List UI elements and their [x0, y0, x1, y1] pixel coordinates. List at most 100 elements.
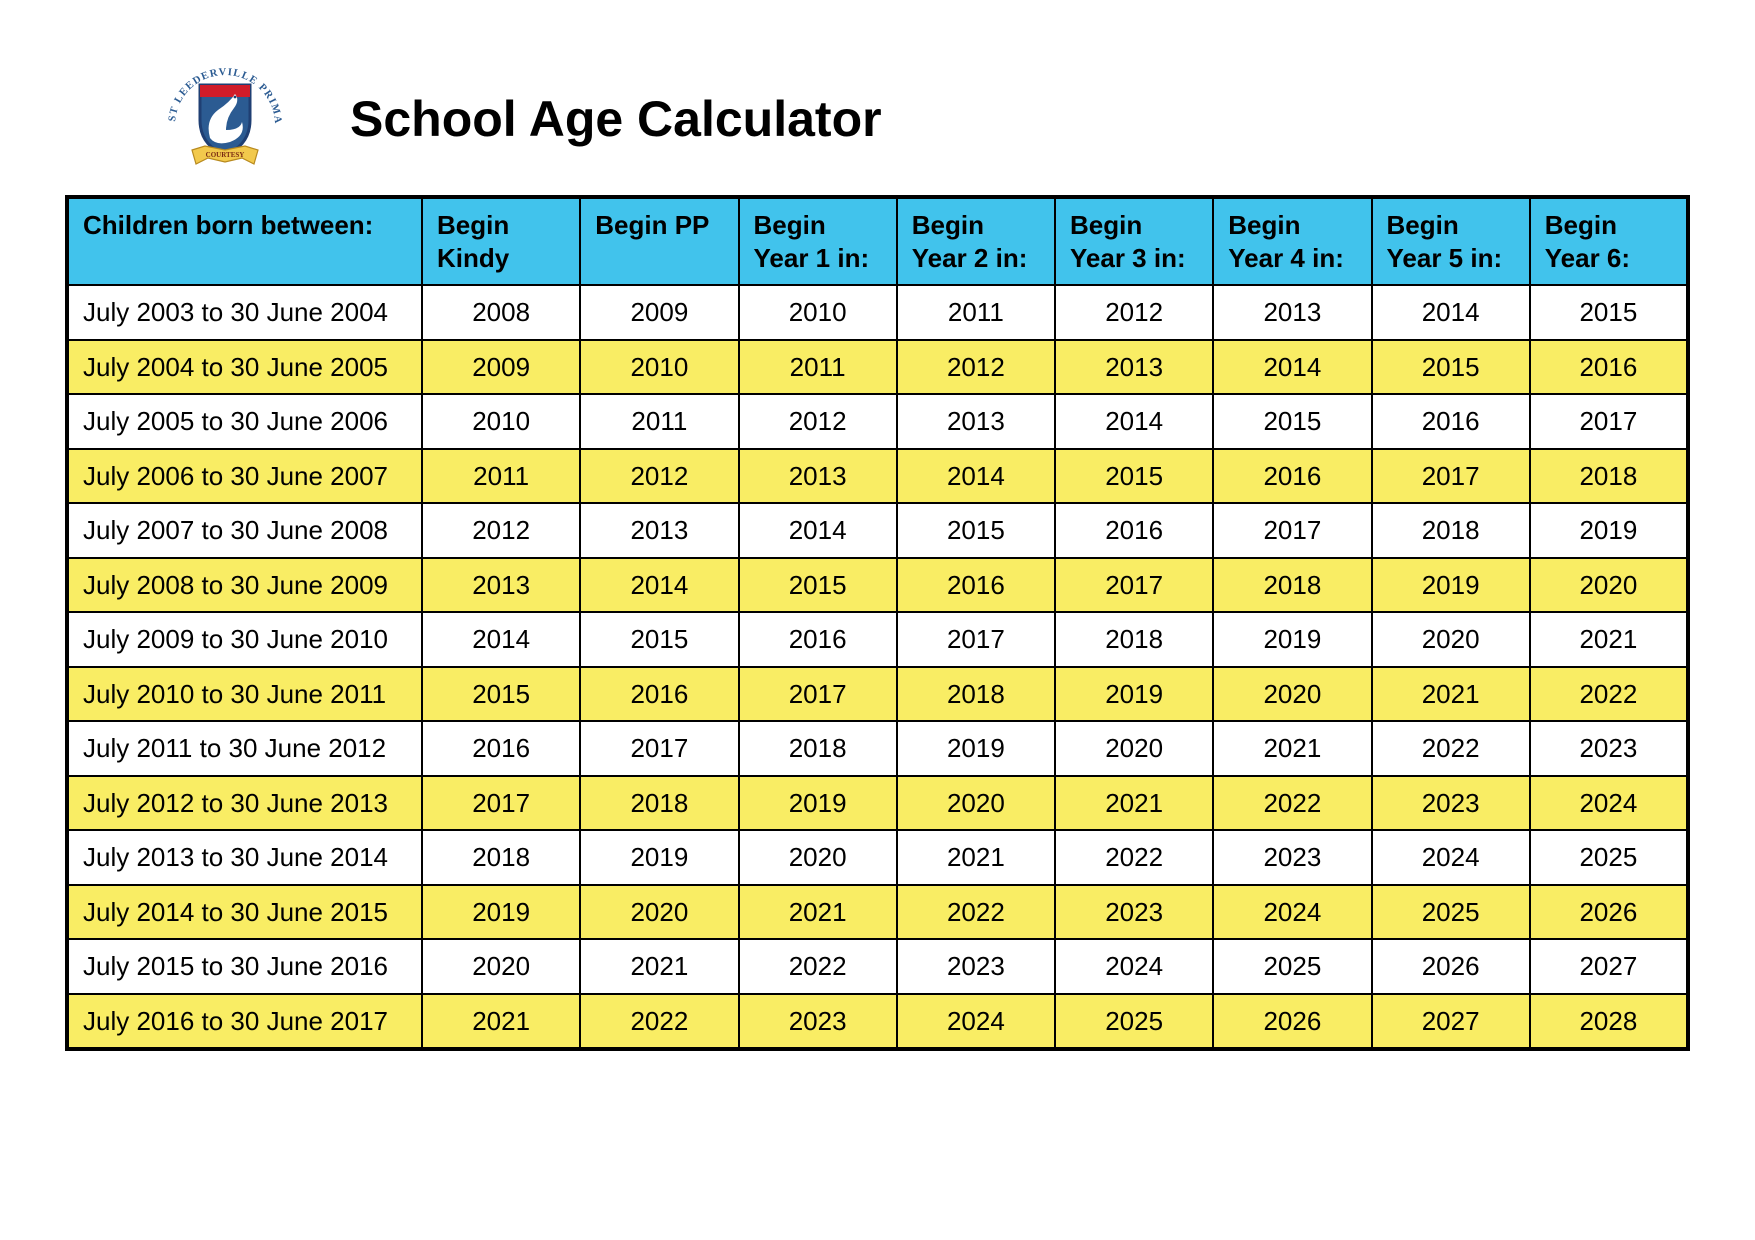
birth-range-cell: July 2013 to 30 June 2014: [67, 830, 422, 885]
year-cell: 2023: [1372, 776, 1530, 831]
year-cell: 2015: [739, 558, 897, 613]
year-cell: 2020: [422, 939, 580, 994]
year-cell: 2021: [1055, 776, 1213, 831]
year-cell: 2014: [422, 612, 580, 667]
year-cell: 2022: [897, 885, 1055, 940]
year-cell: 2025: [1213, 939, 1371, 994]
year-cell: 2027: [1372, 994, 1530, 1050]
year-cell: 2021: [1213, 721, 1371, 776]
year-cell: 2019: [897, 721, 1055, 776]
year-cell: 2019: [1055, 667, 1213, 722]
year-cell: 2018: [1530, 449, 1688, 504]
year-cell: 2012: [422, 503, 580, 558]
year-cell: 2016: [580, 667, 738, 722]
year-cell: 2012: [739, 394, 897, 449]
year-cell: 2019: [1213, 612, 1371, 667]
table-header: Children born between:Begin KindyBegin P…: [67, 197, 1688, 285]
year-cell: 2016: [1213, 449, 1371, 504]
year-cell: 2014: [897, 449, 1055, 504]
year-cell: 2022: [580, 994, 738, 1050]
year-cell: 2009: [580, 285, 738, 340]
table-row: July 2005 to 30 June 2006201020112012201…: [67, 394, 1688, 449]
year-cell: 2013: [739, 449, 897, 504]
birth-range-cell: July 2011 to 30 June 2012: [67, 721, 422, 776]
year-cell: 2020: [897, 776, 1055, 831]
column-header: Begin Year 4 in:: [1213, 197, 1371, 285]
year-cell: 2018: [580, 776, 738, 831]
year-cell: 2011: [580, 394, 738, 449]
year-cell: 2017: [1530, 394, 1688, 449]
logo-banner-text: COURTESY: [206, 151, 245, 159]
year-cell: 2017: [897, 612, 1055, 667]
year-cell: 2027: [1530, 939, 1688, 994]
year-cell: 2022: [1213, 776, 1371, 831]
year-cell: 2021: [739, 885, 897, 940]
year-cell: 2023: [1055, 885, 1213, 940]
year-cell: 2015: [1530, 285, 1688, 340]
table-row: July 2007 to 30 June 2008201220132014201…: [67, 503, 1688, 558]
year-cell: 2015: [1055, 449, 1213, 504]
year-cell: 2025: [1055, 994, 1213, 1050]
year-cell: 2012: [580, 449, 738, 504]
year-cell: 2025: [1372, 885, 1530, 940]
birth-range-cell: July 2006 to 30 June 2007: [67, 449, 422, 504]
table-row: July 2015 to 30 June 2016202020212022202…: [67, 939, 1688, 994]
year-cell: 2024: [1055, 939, 1213, 994]
birth-range-cell: July 2009 to 30 June 2010: [67, 612, 422, 667]
year-cell: 2018: [422, 830, 580, 885]
birth-range-cell: July 2003 to 30 June 2004: [67, 285, 422, 340]
year-cell: 2026: [1213, 994, 1371, 1050]
year-cell: 2013: [1055, 340, 1213, 395]
birth-range-cell: July 2004 to 30 June 2005: [67, 340, 422, 395]
year-cell: 2020: [739, 830, 897, 885]
year-cell: 2014: [739, 503, 897, 558]
year-cell: 2015: [1372, 340, 1530, 395]
year-cell: 2015: [897, 503, 1055, 558]
year-cell: 2011: [897, 285, 1055, 340]
birth-range-cell: July 2010 to 30 June 2011: [67, 667, 422, 722]
table-row: July 2013 to 30 June 2014201820192020202…: [67, 830, 1688, 885]
year-cell: 2022: [739, 939, 897, 994]
table-row: July 2003 to 30 June 2004200820092010201…: [67, 285, 1688, 340]
year-cell: 2023: [739, 994, 897, 1050]
year-cell: 2013: [1213, 285, 1371, 340]
header: WEST LEEDERVILLE PRIMARY COURTESY School…: [160, 50, 1690, 180]
school-logo: WEST LEEDERVILLE PRIMARY COURTESY: [160, 50, 290, 180]
year-cell: 2028: [1530, 994, 1688, 1050]
table-row: July 2010 to 30 June 2011201520162017201…: [67, 667, 1688, 722]
year-cell: 2012: [1055, 285, 1213, 340]
birth-range-cell: July 2005 to 30 June 2006: [67, 394, 422, 449]
table-row: July 2008 to 30 June 2009201320142015201…: [67, 558, 1688, 613]
year-cell: 2011: [739, 340, 897, 395]
birth-range-cell: July 2016 to 30 June 2017: [67, 994, 422, 1050]
year-cell: 2020: [580, 885, 738, 940]
birth-range-cell: July 2008 to 30 June 2009: [67, 558, 422, 613]
year-cell: 2018: [897, 667, 1055, 722]
year-cell: 2017: [739, 667, 897, 722]
year-cell: 2013: [897, 394, 1055, 449]
year-cell: 2014: [580, 558, 738, 613]
column-header: Children born between:: [67, 197, 422, 285]
year-cell: 2024: [1213, 885, 1371, 940]
year-cell: 2020: [1213, 667, 1371, 722]
page-title: School Age Calculator: [350, 82, 882, 148]
year-cell: 2017: [1055, 558, 1213, 613]
year-cell: 2017: [1213, 503, 1371, 558]
year-cell: 2008: [422, 285, 580, 340]
year-cell: 2023: [1213, 830, 1371, 885]
year-cell: 2019: [1372, 558, 1530, 613]
year-cell: 2019: [1530, 503, 1688, 558]
birth-range-cell: July 2012 to 30 June 2013: [67, 776, 422, 831]
year-cell: 2021: [580, 939, 738, 994]
year-cell: 2016: [1530, 340, 1688, 395]
column-header: Begin Year 6:: [1530, 197, 1688, 285]
birth-range-cell: July 2007 to 30 June 2008: [67, 503, 422, 558]
year-cell: 2023: [897, 939, 1055, 994]
year-cell: 2012: [897, 340, 1055, 395]
column-header: Begin Year 5 in:: [1372, 197, 1530, 285]
year-cell: 2017: [422, 776, 580, 831]
table-row: July 2014 to 30 June 2015201920202021202…: [67, 885, 1688, 940]
year-cell: 2020: [1055, 721, 1213, 776]
table-row: July 2012 to 30 June 2013201720182019202…: [67, 776, 1688, 831]
year-cell: 2011: [422, 449, 580, 504]
